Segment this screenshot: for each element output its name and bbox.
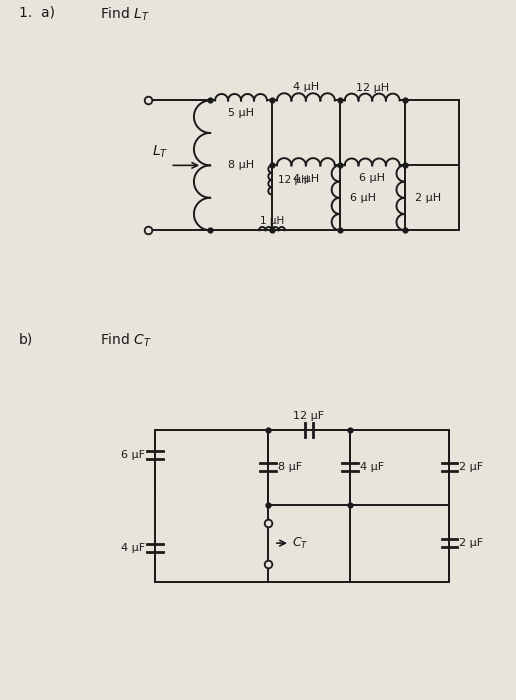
Text: 1.  a): 1. a) [19, 6, 55, 20]
Text: 6 μF: 6 μF [121, 450, 146, 461]
Text: 6 μH: 6 μH [359, 173, 385, 183]
Text: 5 μH: 5 μH [228, 108, 254, 118]
Text: 2 μF: 2 μF [459, 462, 483, 472]
Text: 4 μH: 4 μH [293, 83, 319, 92]
Text: Find $C_T$: Find $C_T$ [101, 332, 153, 349]
Text: 12 μH: 12 μH [278, 175, 309, 185]
Text: 2 μF: 2 μF [459, 538, 483, 548]
Text: 4 μH: 4 μH [293, 174, 319, 183]
Text: 4 μF: 4 μF [360, 462, 384, 472]
Text: 12 μH: 12 μH [356, 83, 389, 92]
Text: 12 μF: 12 μF [293, 411, 325, 421]
Text: $L_T$: $L_T$ [152, 144, 169, 160]
Text: Find $L_T$: Find $L_T$ [101, 6, 151, 23]
Text: $C_T$: $C_T$ [292, 536, 309, 551]
Text: 6 μH: 6 μH [350, 193, 376, 203]
Text: 2 μH: 2 μH [415, 193, 441, 203]
Text: 4 μF: 4 μF [121, 543, 146, 553]
Text: 8 μF: 8 μF [278, 462, 302, 472]
Text: b): b) [19, 332, 33, 346]
Text: 8 μH: 8 μH [229, 160, 254, 170]
Text: 1 μH: 1 μH [260, 216, 284, 226]
